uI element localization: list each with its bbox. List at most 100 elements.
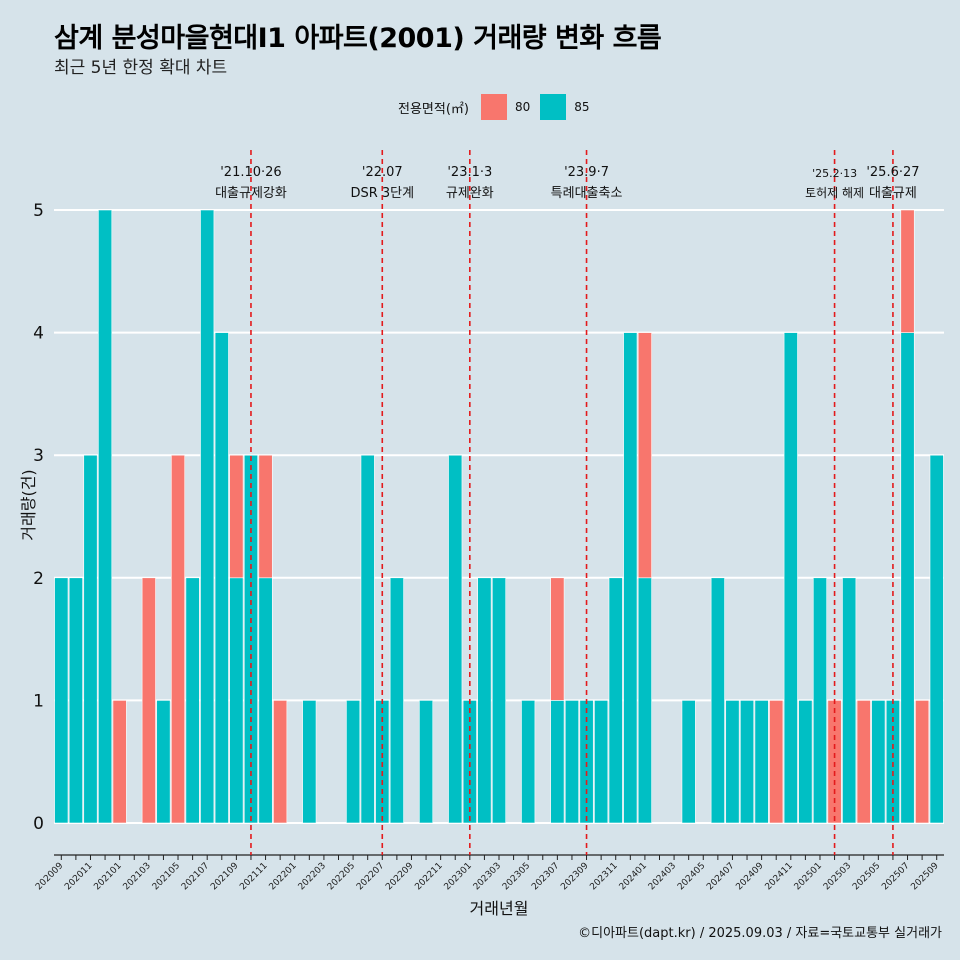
x-tick-label: 202401 xyxy=(618,861,649,892)
bar-85 xyxy=(521,700,536,824)
x-axis-title: 거래년월 xyxy=(470,899,529,918)
bar-85 xyxy=(710,577,725,824)
y-tick-label: 2 xyxy=(33,569,44,589)
x-tick-label: 202305 xyxy=(501,861,532,892)
event-date-label: '21.10·26 xyxy=(220,165,281,180)
event-label: 규제완화 xyxy=(446,186,494,201)
x-tick-label: 202203 xyxy=(297,861,328,892)
bar-80 xyxy=(229,454,244,579)
bar-85 xyxy=(419,700,434,824)
source-caption: ©디아파트(dapt.kr) / 2025.09.03 / 자료=국토교통부 실… xyxy=(578,926,942,941)
bar-85 xyxy=(360,454,375,824)
event-label: 토허제 해제 xyxy=(805,186,864,200)
x-tick-label: 202103 xyxy=(122,861,153,892)
x-tick-label: 202503 xyxy=(822,861,853,892)
bar-85 xyxy=(389,577,404,824)
bar-85 xyxy=(681,700,696,824)
bar-80 xyxy=(856,700,871,824)
y-axis-title: 거래량(건) xyxy=(19,469,38,540)
event-date-label: '23.9·7 xyxy=(564,165,609,180)
bar-85 xyxy=(54,577,69,824)
bar-85 xyxy=(594,700,609,824)
y-tick-label: 0 xyxy=(33,814,44,834)
bar-85 xyxy=(229,577,244,824)
bar-85 xyxy=(798,700,813,824)
bar-85 xyxy=(623,332,638,824)
x-tick-label: 202111 xyxy=(238,861,269,892)
legend-key-85 xyxy=(540,94,567,120)
bar-85 xyxy=(637,577,652,824)
x-tick-label: 202101 xyxy=(92,861,123,892)
y-tick-label: 1 xyxy=(33,691,44,711)
bar-85 xyxy=(900,332,915,824)
x-tick-label: 202009 xyxy=(34,861,66,893)
x-tick-label: 202405 xyxy=(676,861,707,892)
bar-80 xyxy=(273,700,288,824)
bar-85 xyxy=(68,577,83,824)
bar-85 xyxy=(871,700,886,824)
legend-key-80 xyxy=(480,94,507,120)
bar-85 xyxy=(608,577,623,824)
bar-85 xyxy=(812,577,827,824)
bar-80 xyxy=(550,577,565,701)
x-tick-label: 202301 xyxy=(443,861,474,892)
bar-85 xyxy=(448,454,463,824)
bar-80 xyxy=(112,700,127,824)
x-tick-label: 202207 xyxy=(355,861,386,892)
chart-subtitle: 최근 5년 한정 확대 차트 xyxy=(54,58,228,78)
bar-85 xyxy=(725,700,740,824)
bar-85 xyxy=(185,577,200,824)
x-tick-label: 202505 xyxy=(851,861,882,892)
bar-85 xyxy=(200,209,215,824)
bar-85 xyxy=(346,700,361,824)
bar-85 xyxy=(214,332,229,824)
event-label: 특례대출축소 xyxy=(551,186,623,201)
bar-85 xyxy=(842,577,857,824)
x-tick-label: 202409 xyxy=(734,861,766,893)
y-tick-label: 3 xyxy=(33,446,44,466)
event-date-label: '25.2·13 xyxy=(812,167,857,180)
bar-85 xyxy=(550,700,565,824)
bar-85 xyxy=(740,700,755,824)
x-tick-label: 202109 xyxy=(209,861,241,893)
x-tick-label: 202403 xyxy=(647,861,678,892)
x-tick-label: 202303 xyxy=(472,861,503,892)
event-date-label: '25.6·27 xyxy=(866,165,919,180)
bar-80 xyxy=(900,209,915,333)
bar-80 xyxy=(915,700,930,824)
x-tick-label: 202407 xyxy=(705,861,736,892)
legend-title: 전용면적(㎡) xyxy=(398,101,469,117)
bar-80 xyxy=(258,454,273,579)
bar-80 xyxy=(769,700,784,824)
x-tick-label: 202501 xyxy=(793,861,824,892)
bar-80 xyxy=(637,332,652,579)
event-date-label: '22.07 xyxy=(362,165,403,180)
bar-85 xyxy=(491,577,507,824)
bar-85 xyxy=(929,454,944,824)
y-tick-label: 4 xyxy=(33,324,44,344)
legend-label-80: 80 xyxy=(514,100,531,114)
bar-85 xyxy=(783,332,798,824)
x-tick-label: 202309 xyxy=(559,861,591,893)
event-label: 대출규제 xyxy=(869,186,917,201)
bar-85 xyxy=(83,454,98,824)
legend-label-85: 85 xyxy=(574,100,590,114)
y-tick-label: 5 xyxy=(33,201,44,221)
x-tick-label: 202211 xyxy=(413,861,444,892)
bar-85 xyxy=(564,700,579,824)
x-tick-label: 202307 xyxy=(530,861,561,892)
bar-80 xyxy=(141,577,156,824)
event-label: DSR 3단계 xyxy=(350,186,414,201)
x-tick-label: 202205 xyxy=(326,861,357,892)
x-tick-label: 202507 xyxy=(880,861,911,892)
bar-85 xyxy=(156,700,171,824)
bar-85 xyxy=(754,700,769,824)
x-tick-label: 202105 xyxy=(151,861,182,892)
chart-title: 삼계 분성마을현대I1 아파트(2001) 거래량 변화 흐름 xyxy=(54,23,662,54)
x-tick-label: 202311 xyxy=(588,861,619,892)
x-tick-label: 202011 xyxy=(63,861,94,892)
event-date-label: '23.1·3 xyxy=(447,165,492,180)
bar-80 xyxy=(171,454,186,824)
legend: 전용면적(㎡) 80 85 xyxy=(398,93,592,121)
